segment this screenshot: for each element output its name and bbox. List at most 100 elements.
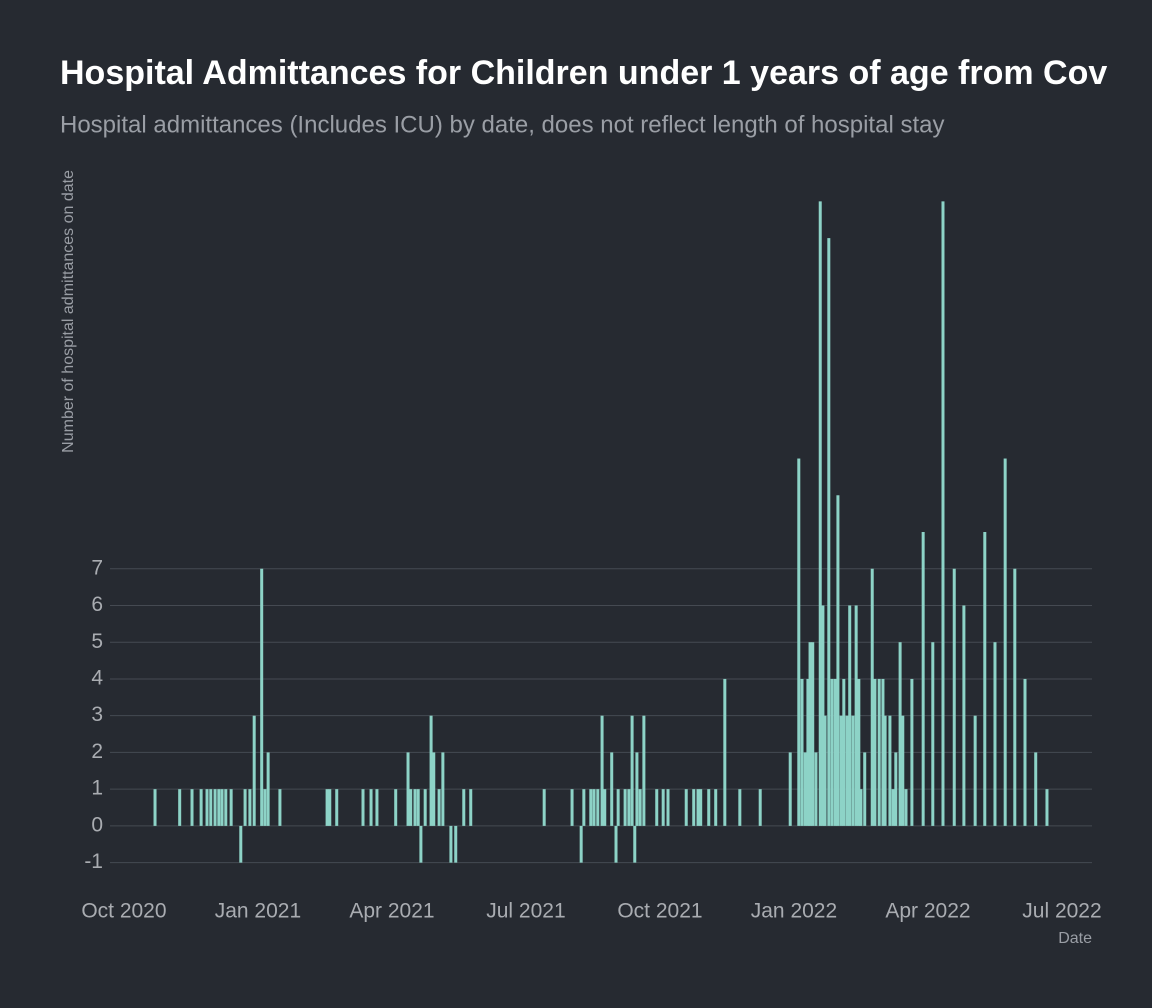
bar	[423, 789, 427, 826]
bar	[898, 642, 902, 826]
bar	[877, 678, 881, 826]
bar	[635, 752, 639, 826]
x-tick-label: Jan 2021	[215, 900, 301, 923]
bar	[845, 715, 849, 826]
bar	[788, 752, 792, 826]
bar	[851, 715, 855, 826]
bar	[910, 678, 914, 826]
bar	[278, 789, 282, 826]
bar	[806, 678, 810, 826]
bar	[263, 789, 267, 826]
bar	[462, 789, 466, 826]
bar	[823, 715, 827, 826]
bar	[894, 752, 898, 826]
y-tick-label: 5	[91, 630, 103, 653]
bar	[642, 715, 646, 826]
y-tick-label: 7	[91, 556, 103, 579]
bar	[881, 678, 885, 826]
bar	[603, 789, 607, 826]
bar	[854, 605, 858, 826]
bar	[582, 789, 586, 826]
bar	[839, 715, 843, 826]
bar	[153, 789, 157, 826]
bar	[707, 789, 711, 826]
bar	[921, 532, 925, 826]
bar	[696, 789, 700, 826]
bar	[589, 789, 593, 826]
bar	[243, 789, 247, 826]
bar	[394, 789, 398, 826]
bar	[542, 789, 546, 826]
bar	[888, 715, 892, 826]
bar	[848, 605, 852, 826]
bar	[758, 789, 762, 826]
x-tick-label: Oct 2020	[81, 900, 166, 923]
y-tick-label: 0	[91, 813, 103, 836]
bar	[973, 715, 977, 826]
bar	[623, 789, 627, 826]
y-tick-label: -1	[84, 850, 103, 873]
bar	[808, 642, 812, 826]
bar	[901, 715, 905, 826]
bar	[432, 752, 436, 826]
bar	[614, 825, 618, 863]
bar	[449, 825, 453, 863]
x-tick-label: Jul 2022	[1022, 900, 1101, 923]
x-tick-label: Apr 2021	[349, 900, 434, 923]
bar	[1045, 789, 1049, 826]
bar	[469, 789, 473, 826]
y-tick-label: 2	[91, 740, 103, 763]
bar	[1003, 458, 1007, 826]
bar	[199, 789, 203, 826]
bar	[952, 568, 956, 826]
x-axis-label: Date	[1058, 930, 1092, 947]
bar	[217, 789, 221, 826]
bar	[803, 752, 807, 826]
bar	[931, 642, 935, 826]
y-tick-label: 4	[91, 666, 103, 689]
bar	[429, 715, 433, 826]
x-tick-label: Apr 2022	[885, 900, 970, 923]
bar	[655, 789, 659, 826]
bar	[630, 715, 634, 826]
bar	[579, 825, 583, 863]
bar	[369, 789, 373, 826]
bar	[833, 678, 837, 826]
bar	[821, 605, 825, 826]
bar	[830, 678, 834, 826]
bar	[818, 201, 822, 826]
bar	[797, 458, 801, 826]
bar	[842, 678, 846, 826]
bar	[600, 715, 604, 826]
y-tick-label: 6	[91, 593, 103, 616]
bar	[413, 789, 417, 826]
bar	[416, 789, 420, 826]
bar	[666, 789, 670, 826]
chart-subtitle: Hospital admittances (Includes ICU) by d…	[60, 111, 944, 138]
bar	[723, 678, 727, 826]
bar	[209, 789, 213, 826]
x-tick-label: Oct 2021	[617, 900, 702, 923]
y-tick-label: 3	[91, 703, 103, 726]
bar	[800, 678, 804, 826]
bar	[863, 752, 867, 826]
bar	[983, 532, 987, 826]
bar	[883, 715, 887, 826]
bar	[205, 789, 209, 826]
bar	[699, 789, 703, 826]
bar	[454, 825, 458, 863]
bar	[857, 678, 861, 826]
bar	[638, 789, 642, 826]
bar	[266, 752, 270, 826]
bar	[592, 789, 596, 826]
bar	[811, 642, 815, 826]
bar	[627, 789, 631, 826]
bar	[684, 789, 688, 826]
bar	[220, 789, 224, 826]
bar	[616, 789, 620, 826]
bar	[836, 495, 840, 826]
bar	[260, 568, 264, 826]
y-tick-label: 1	[91, 777, 103, 800]
